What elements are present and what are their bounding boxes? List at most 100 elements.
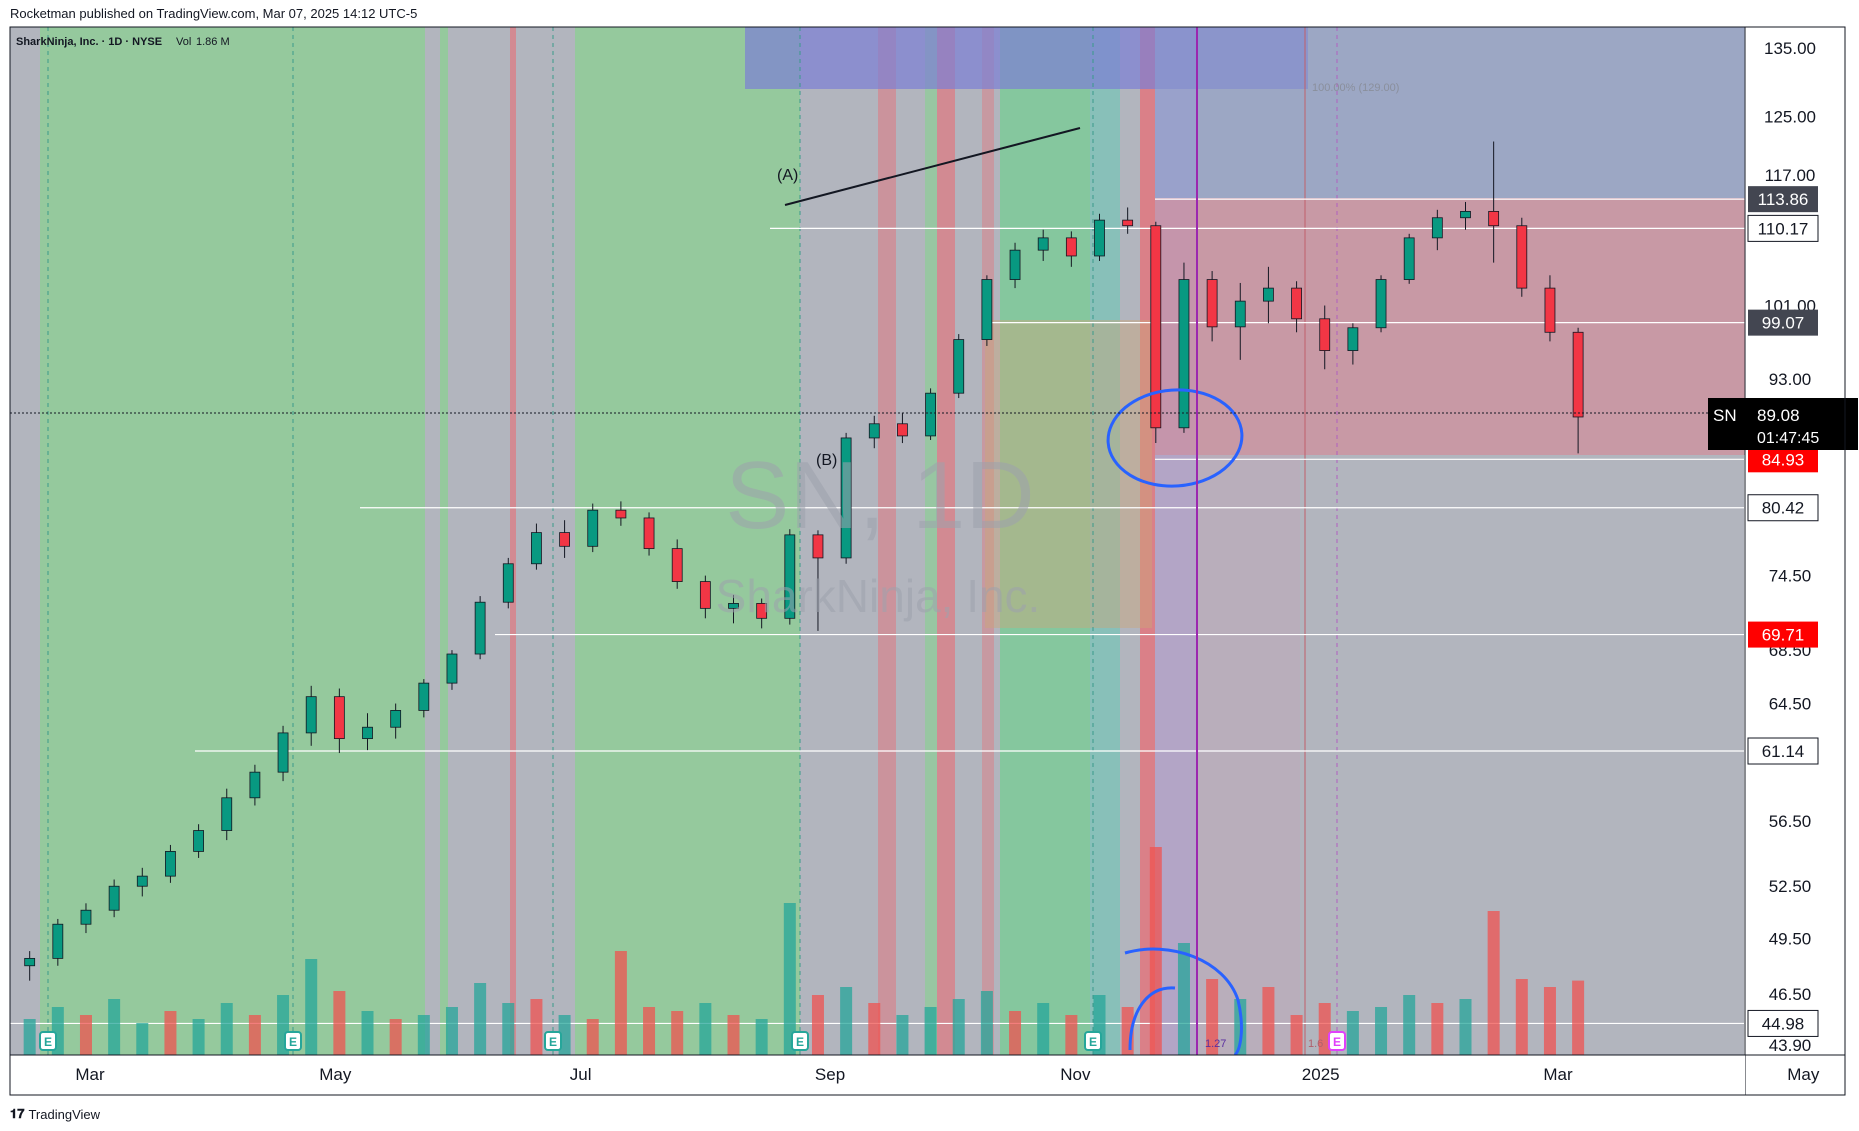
candle-body (446, 653, 458, 684)
candle-body (868, 423, 880, 439)
y-tick-label: 52.50 (1769, 877, 1812, 896)
earnings-marker-label: E (289, 1035, 297, 1049)
x-tick-label: Nov (1060, 1065, 1091, 1084)
candle-body (1234, 300, 1246, 328)
volume-bar (1009, 1011, 1022, 1055)
price-level-tag-label: 80.42 (1762, 499, 1805, 518)
green-zone-2 (440, 27, 448, 1055)
candle-body (1460, 210, 1471, 219)
last-price-tag: SN 89.08 01:47:45 (1708, 398, 1858, 450)
candle-body (812, 534, 824, 559)
volume-bar (1403, 995, 1416, 1055)
volume-bar (643, 1007, 656, 1055)
wave-label-a: (A) (777, 167, 798, 184)
price-level-tag-label: 69.71 (1762, 626, 1805, 645)
legend-vol-value: 1.86 M (196, 36, 230, 48)
volume-bar (474, 983, 487, 1055)
candle-body (502, 563, 514, 603)
candle-body (784, 534, 796, 619)
blue-top-box (1155, 27, 1745, 199)
earnings-marker (39, 1031, 57, 1051)
price-level-tag-label: 61.14 (1762, 742, 1805, 761)
fib-label-127: 1.27 (1205, 1038, 1226, 1050)
red-stripe-3 (937, 27, 955, 1055)
y-tick-label: 74.50 (1769, 567, 1812, 586)
earnings-marker (1084, 1031, 1102, 1051)
candle-body (1403, 237, 1415, 280)
earnings-marker-label: E (44, 1035, 52, 1049)
fib-label-100: 100.00% (129.00) (1312, 82, 1399, 94)
y-axis-ticks: 135.00125.00117.00101.0093.0074.5068.506… (1764, 39, 1816, 1055)
volume-bar (530, 999, 543, 1055)
earnings-marker-label: E (796, 1035, 804, 1049)
volume-bar (1262, 987, 1275, 1055)
candle-body (24, 957, 36, 967)
candle-body (925, 392, 936, 437)
x-tick-label: May (1787, 1065, 1820, 1084)
volume-bar (952, 999, 965, 1055)
candles (24, 141, 1584, 981)
candle-body (1178, 279, 1190, 429)
candle-body (1319, 318, 1331, 351)
candle-body (165, 851, 176, 877)
chart-frame (9, 26, 1846, 1096)
pink-lower-box (1155, 455, 1300, 1055)
volume-bar (1318, 1003, 1331, 1055)
earnings-marker-label: E (1089, 1035, 1097, 1049)
candle-body (615, 509, 627, 519)
candle-body (1065, 237, 1077, 257)
x-axis-ticks: MarMayJulSepNov2025MarMayJulSep (75, 1065, 1820, 1084)
x-tick-label: May (319, 1065, 352, 1084)
teal-stripe (1090, 27, 1120, 1055)
hand-circle-volume (1124, 947, 1243, 1057)
footer-brand: TradingView (28, 1106, 101, 1122)
candle-body (1544, 287, 1556, 333)
y-tick-label: 93.00 (1769, 370, 1812, 389)
candle-body (671, 548, 683, 582)
candle-body (531, 532, 542, 565)
y-tick-label: 49.50 (1769, 929, 1812, 948)
volume-bar (699, 1003, 712, 1055)
candle-body (418, 682, 430, 711)
candle-body (52, 923, 64, 959)
green-zone-1 (40, 27, 425, 1055)
price-level-tag-label: 113.86 (1758, 190, 1809, 209)
candle-body (1347, 327, 1359, 351)
volume-bar (783, 903, 796, 1055)
tradingview-logo-icon: 𝟏𝟕 (10, 1106, 25, 1121)
volume-bar (980, 991, 993, 1055)
volume-bar (136, 1023, 149, 1055)
price-level-tag (1748, 621, 1818, 648)
publish-header: Rocketman published on TradingView.com, … (10, 6, 418, 21)
orange-box (985, 320, 1152, 628)
candle-body (333, 696, 345, 740)
price-level-tag-label: 84.93 (1762, 450, 1805, 469)
candle-body (1431, 217, 1443, 239)
volume-bars (23, 847, 1585, 1055)
volume-bar (586, 1019, 599, 1055)
candle-body (249, 771, 261, 799)
candle-body (362, 726, 373, 740)
countdown: 01:47:45 (1757, 430, 1819, 447)
price-level-tag-label: 110.17 (1758, 219, 1809, 238)
candle-body (756, 603, 768, 619)
candle-body (1150, 225, 1162, 429)
candle-body (1263, 287, 1274, 302)
time-axis-panel (10, 1055, 1745, 1095)
candle-body (1094, 219, 1105, 257)
price-level-tag-label: 99.07 (1762, 314, 1805, 333)
candle-body (221, 797, 233, 831)
volume-bar (361, 1011, 374, 1055)
volume-bar (727, 1015, 740, 1055)
candle-body (474, 601, 486, 655)
volume-bar (389, 1019, 402, 1055)
candle-body (1572, 331, 1584, 418)
candle-body (136, 875, 148, 887)
footer: 𝟏𝟕 TradingView (10, 1106, 100, 1122)
zones (40, 27, 1197, 1055)
trend-line[interactable] (784, 127, 1081, 206)
y-tick-label: 64.50 (1769, 695, 1812, 714)
price-level-tag (1748, 309, 1818, 336)
